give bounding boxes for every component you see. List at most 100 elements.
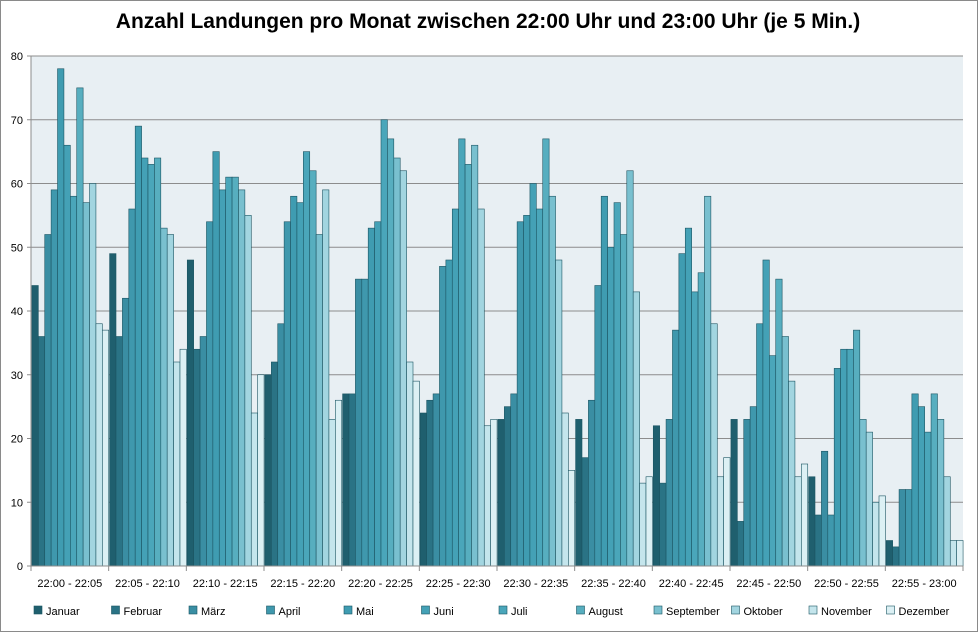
bar-mai-5 — [367, 227, 375, 567]
x-tick-label: 22:25 - 22:30 — [426, 578, 491, 590]
bar-dezember-10 — [801, 463, 809, 567]
bar-september-7 — [548, 195, 556, 567]
bar-april-9 — [672, 329, 680, 567]
legend-swatch-dezember — [886, 605, 895, 615]
y-tick-label: 60 — [11, 179, 23, 191]
bar-dezember-1 — [102, 329, 110, 567]
legend-swatch-juli — [498, 605, 508, 615]
bar-märz-9 — [665, 419, 673, 567]
legend-swatch-märz — [188, 605, 198, 615]
legend-label-juni: Juni — [434, 606, 454, 618]
y-tick-label: 80 — [11, 51, 23, 63]
bar-dezember-8 — [645, 476, 653, 567]
bar-januar-7 — [497, 419, 505, 567]
bar-juli-8 — [613, 202, 621, 567]
y-axis-ticks: 0 10 20 30 40 50 60 70 80 — [11, 51, 23, 573]
bar-januar-1 — [31, 285, 39, 567]
bar-oktober-9 — [710, 323, 718, 567]
bar-februar-5 — [348, 393, 356, 567]
bar-november-4 — [328, 419, 336, 567]
bar-april-2 — [128, 208, 136, 567]
axes — [27, 55, 964, 571]
bar-mai-2 — [134, 125, 142, 567]
bar-november-5 — [406, 361, 414, 567]
bar-november-9 — [716, 476, 724, 567]
bar-dezember-2 — [179, 348, 187, 567]
bar-august-2 — [154, 157, 162, 567]
bar-märz-1 — [44, 234, 52, 567]
bar-september-6 — [471, 144, 479, 567]
bar-oktober-5 — [399, 170, 407, 567]
x-tick-label: 22:50 - 22:55 — [814, 578, 879, 590]
bar-februar-9 — [659, 482, 667, 567]
bar-dezember-3 — [257, 374, 265, 567]
bar-februar-1 — [38, 336, 46, 567]
bar-april-8 — [594, 285, 602, 567]
bar-oktober-12 — [943, 476, 951, 567]
bar-februar-2 — [115, 336, 123, 567]
bar-mai-1 — [57, 68, 65, 567]
bar-september-11 — [859, 419, 867, 567]
bar-februar-8 — [581, 457, 589, 567]
bars — [31, 68, 964, 567]
bar-november-10 — [794, 476, 802, 567]
y-tick-label: 30 — [11, 370, 23, 382]
x-tick-label: 22:10 - 22:15 — [193, 578, 258, 590]
legend-label-dezember: Dezember — [899, 606, 950, 618]
bar-april-11 — [827, 514, 835, 567]
bar-april-6 — [439, 266, 447, 567]
bar-april-4 — [283, 221, 291, 567]
y-tick-label: 70 — [11, 115, 23, 127]
bar-april-1 — [50, 189, 58, 567]
x-tick-label: 22:45 - 22:50 — [736, 578, 801, 590]
bar-juni-2 — [141, 157, 149, 567]
y-tick-label: 10 — [11, 497, 23, 509]
bar-august-7 — [542, 138, 550, 567]
bar-september-12 — [937, 419, 945, 567]
bar-november-11 — [872, 501, 880, 567]
legend-label-august: August — [589, 606, 623, 618]
bar-januar-8 — [575, 419, 583, 567]
bar-november-12 — [949, 540, 957, 567]
bar-juni-8 — [607, 246, 615, 567]
legend-label-november: November — [821, 606, 872, 618]
legend-swatch-september — [653, 605, 663, 615]
bar-juli-10 — [769, 355, 777, 567]
bar-oktober-11 — [865, 431, 873, 567]
bar-april-12 — [905, 489, 913, 567]
bar-februar-4 — [271, 361, 279, 567]
bar-mai-7 — [523, 215, 531, 567]
bar-juli-11 — [846, 348, 854, 567]
legend-label-oktober: Oktober — [744, 606, 783, 618]
bar-oktober-8 — [632, 291, 640, 567]
bar-dezember-9 — [723, 457, 731, 567]
bar-juli-1 — [70, 195, 78, 567]
bar-oktober-10 — [788, 380, 796, 567]
x-tick-label: 22:05 - 22:10 — [115, 578, 180, 590]
bar-september-10 — [781, 336, 789, 567]
bar-juni-4 — [296, 202, 304, 567]
bar-juni-9 — [684, 227, 692, 567]
legend-swatch-oktober — [731, 605, 740, 615]
bar-august-4 — [309, 170, 317, 567]
legend-swatch-februar — [111, 605, 120, 615]
bar-dezember-4 — [335, 399, 343, 567]
bar-juni-12 — [917, 406, 925, 567]
bar-august-6 — [464, 164, 472, 567]
bar-juni-5 — [374, 221, 382, 567]
bar-juni-6 — [451, 208, 459, 567]
legend-swatch-januar — [33, 605, 43, 615]
bar-januar-12 — [885, 540, 893, 567]
x-tick-label: 22:20 - 22:25 — [348, 578, 413, 590]
bar-februar-12 — [892, 546, 900, 567]
bar-januar-6 — [419, 412, 427, 567]
bar-juni-11 — [840, 348, 848, 567]
x-tick-label: 22:15 - 22:20 — [270, 578, 335, 590]
bar-juli-12 — [924, 431, 932, 567]
bar-juli-5 — [380, 119, 388, 567]
bar-august-9 — [697, 272, 705, 567]
bar-november-7 — [561, 412, 569, 567]
bar-dezember-6 — [490, 419, 498, 567]
legend-label-juli: Juli — [511, 606, 528, 618]
